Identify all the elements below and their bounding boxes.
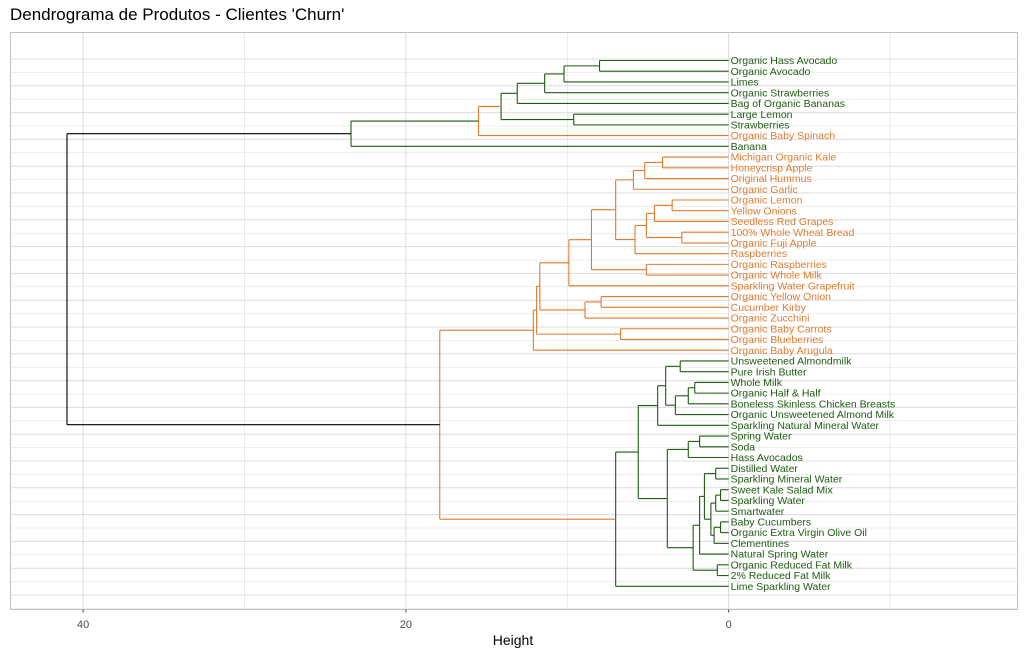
leaf-label: Sparkling Natural Mineral Water — [731, 420, 880, 432]
plot-panel-border — [10, 32, 1018, 610]
leaf-label: Organic Reduced Fat Milk — [731, 559, 853, 571]
leaf-label: Organic Blueberries — [731, 334, 824, 346]
leaf-label: Sweet Kale Salad Mix — [731, 484, 834, 496]
leaf-label: Smartwater — [731, 506, 785, 518]
leaf-label: Lime Sparkling Water — [731, 581, 831, 593]
leaf-label: Organic Yellow Onion — [731, 291, 832, 303]
leaf-label: Natural Spring Water — [731, 549, 829, 561]
chart-title: Dendrograma de Produtos - Clientes 'Chur… — [10, 5, 345, 24]
leaf-label: Organic Lemon — [731, 195, 803, 207]
leaf-label: Seedless Red Grapes — [731, 216, 834, 228]
leaf-label: Sparkling Mineral Water — [731, 474, 843, 486]
leaf-label: Bag of Organic Bananas — [731, 98, 845, 110]
leaf-label: Strawberries — [731, 119, 790, 131]
leaf-label: Sparkling Water — [731, 495, 806, 507]
leaf-label: Pure Irish Butter — [731, 366, 807, 378]
x-tick-label: 0 — [726, 619, 732, 631]
leaf-label: Organic Whole Milk — [731, 270, 823, 282]
leaf-label: Original Hummus — [731, 173, 812, 185]
x-tick-label: 20 — [400, 619, 412, 631]
leaf-label: Organic Extra Virgin Olive Oil — [731, 527, 867, 539]
leaf-label: Clementines — [731, 538, 789, 550]
x-axis-title: Height — [493, 632, 534, 648]
leaf-label: Organic Baby Spinach — [731, 130, 836, 142]
x-axis-ticks: 40 20 0 — [77, 609, 732, 631]
leaf-label: Honeycrisp Apple — [731, 162, 813, 174]
leaf-label: Boneless Skinless Chicken Breasts — [731, 398, 896, 410]
leaf-label: Organic Hass Avocado — [731, 55, 838, 67]
x-tick-label: 40 — [77, 619, 89, 631]
leaf-label: Soda — [731, 441, 756, 453]
grid-layer — [10, 32, 1018, 610]
leaf-label: Organic Baby Carrots — [731, 323, 832, 335]
leaf-label: Whole Milk — [731, 377, 783, 389]
leaf-label: Spring Water — [731, 431, 792, 443]
leaf-label: 2% Reduced Fat Milk — [731, 570, 832, 582]
leaf-label: Organic Fuji Apple — [731, 238, 817, 250]
leaf-label: Organic Raspberries — [731, 259, 827, 271]
leaf-label: Organic Half & Half — [731, 388, 821, 400]
leaf-label: 100% Whole Wheat Bread — [731, 227, 855, 239]
leaf-label: Organic Avocado — [731, 66, 811, 78]
leaf-label: Organic Unsweetened Almond Milk — [731, 409, 895, 421]
leaf-label: Organic Zucchini — [731, 313, 810, 325]
leaf-label: Baby Cucumbers — [731, 516, 812, 528]
dendrogram-links — [66, 59, 729, 587]
leaf-label: Michigan Organic Kale — [731, 152, 837, 164]
leaf-label: Organic Garlic — [731, 184, 798, 196]
leaf-label: Raspberries — [731, 248, 788, 260]
leaf-label: Yellow Onions — [731, 205, 797, 217]
leaf-label: Limes — [731, 77, 759, 89]
leaf-label: Cucumber Kirby — [731, 302, 807, 314]
leaf-label: Distilled Water — [731, 463, 799, 475]
leaf-label: Hass Avocados — [731, 452, 803, 464]
leaf-label: Organic Strawberries — [731, 87, 830, 99]
leaf-label: Banana — [731, 141, 767, 153]
leaf-label: Large Lemon — [731, 109, 793, 121]
leaf-label: Sparkling Water Grapefruit — [731, 280, 855, 292]
leaf-label: Organic Baby Arugula — [731, 345, 833, 357]
leaf-label: Unsweetened Almondmilk — [731, 356, 853, 368]
